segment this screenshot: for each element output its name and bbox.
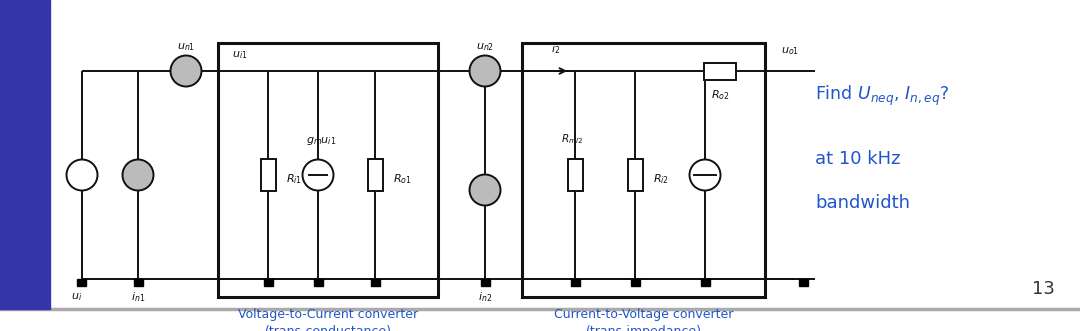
Circle shape <box>302 160 334 191</box>
Text: 13: 13 <box>1032 280 1055 298</box>
Bar <box>701 279 710 286</box>
Text: $u_{n2}$: $u_{n2}$ <box>476 41 494 53</box>
Text: $R_{mi2}$: $R_{mi2}$ <box>561 132 583 146</box>
Bar <box>370 279 379 286</box>
Text: $R_{o1}$: $R_{o1}$ <box>393 172 411 186</box>
Text: at 10 kHz: at 10 kHz <box>815 150 901 168</box>
Bar <box>704 63 735 79</box>
Text: $i_2$: $i_2$ <box>552 42 561 56</box>
Bar <box>0 0 50 309</box>
Text: $i_{n2}$: $i_{n2}$ <box>478 290 492 304</box>
Bar <box>481 279 489 286</box>
Circle shape <box>689 160 720 191</box>
Text: $R_{o2}$: $R_{o2}$ <box>711 88 729 102</box>
Bar <box>367 159 382 191</box>
Circle shape <box>470 174 500 206</box>
Bar <box>134 279 143 286</box>
Text: $u_{n1}$: $u_{n1}$ <box>177 41 195 53</box>
Bar <box>260 159 275 191</box>
Text: Current-to-Voltage converter
(trans-impedance): Current-to-Voltage converter (trans-impe… <box>554 308 733 331</box>
Bar <box>631 279 639 286</box>
Text: $R_{i2}$: $R_{i2}$ <box>653 172 669 186</box>
Text: $R_{i1}$: $R_{i1}$ <box>286 172 302 186</box>
Bar <box>264 279 272 286</box>
Text: $u_i$: $u_i$ <box>71 291 82 303</box>
Bar <box>567 159 582 191</box>
Bar <box>798 279 808 286</box>
Text: $g_m u_{i1}$: $g_m u_{i1}$ <box>306 135 336 147</box>
Text: bandwidth: bandwidth <box>815 194 910 212</box>
Bar <box>570 279 580 286</box>
Text: $u_{i1}$: $u_{i1}$ <box>232 49 247 61</box>
Circle shape <box>470 56 500 86</box>
Circle shape <box>171 56 202 86</box>
Text: Voltage-to-Current converter
(trans-conductance): Voltage-to-Current converter (trans-cond… <box>238 308 418 331</box>
Bar <box>78 279 86 286</box>
Bar <box>218 43 438 297</box>
Text: $u_{o1}$: $u_{o1}$ <box>781 45 799 57</box>
Text: Find $U_{neq}$, $I_{n,eq}$?: Find $U_{neq}$, $I_{n,eq}$? <box>815 84 949 108</box>
Text: $i_{n1}$: $i_{n1}$ <box>131 290 145 304</box>
Bar <box>522 43 765 297</box>
Bar <box>313 279 323 286</box>
Circle shape <box>122 160 153 191</box>
Bar <box>627 159 643 191</box>
Circle shape <box>67 160 97 191</box>
